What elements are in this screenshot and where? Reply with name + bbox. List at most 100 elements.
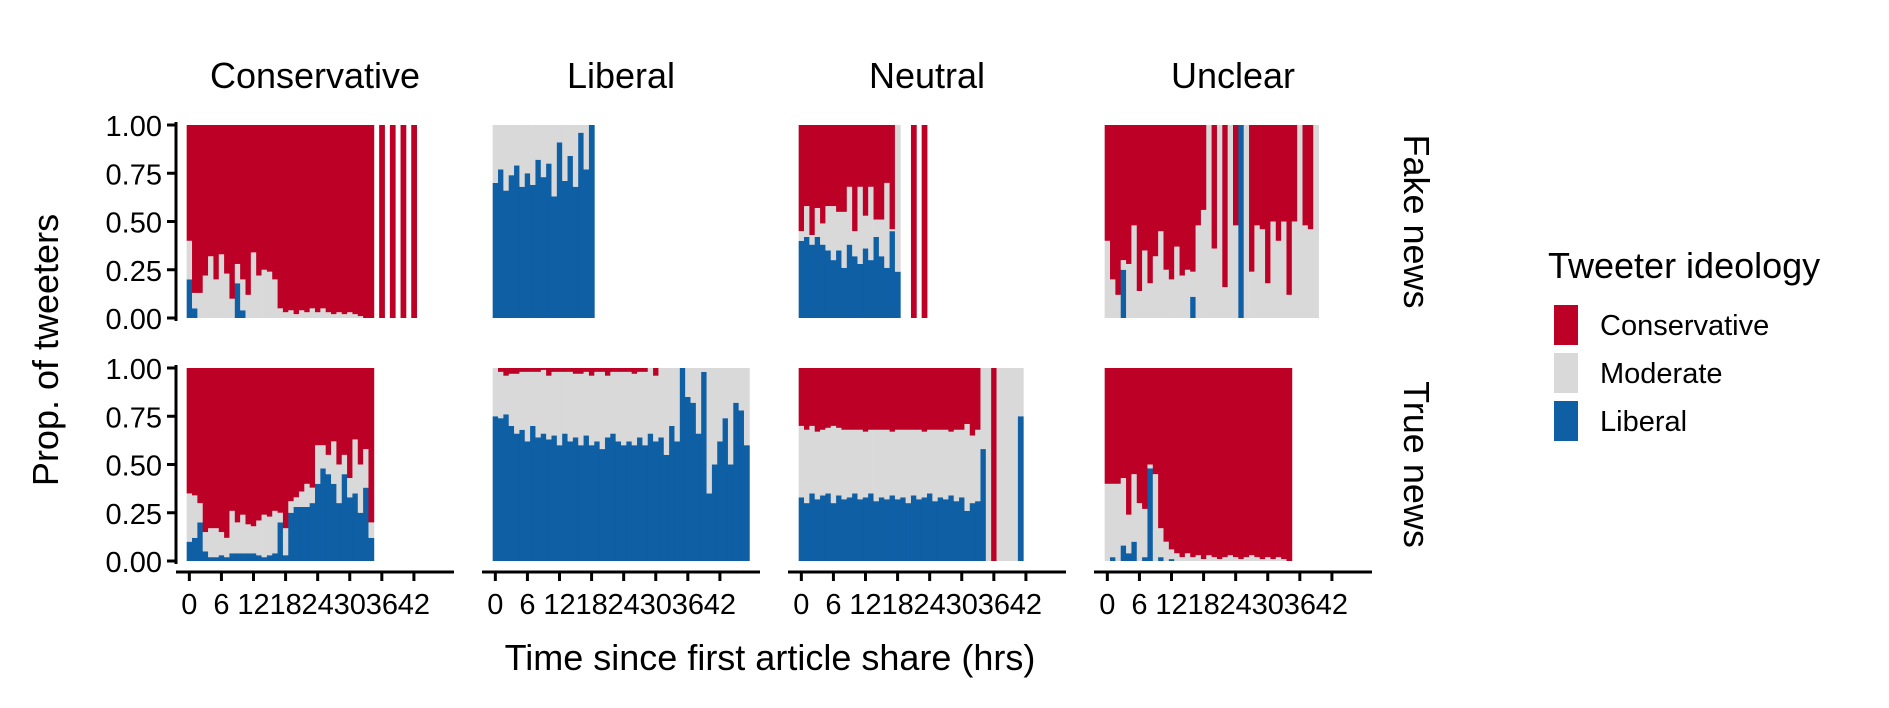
bar-conservative-segment [1174,125,1180,247]
bar-moderate-segment [519,371,526,430]
bar-moderate-segment [1104,240,1111,318]
bar-liberal-segment [315,483,321,561]
bar-moderate-segment [218,254,225,318]
bar-moderate-segment [1001,368,1008,561]
bar-moderate-segment [873,219,880,237]
bar-liberal-segment [937,497,944,561]
bar-conservative-segment [546,368,552,376]
bar-conservative-segment [610,368,617,372]
bar-moderate-segment [711,368,718,465]
y-tick-label: 0.50 [106,451,162,483]
bar-moderate-segment [921,431,928,498]
bar-liberal-segment [830,260,837,318]
x-axis-title: Time since first article share (hrs) [505,637,1036,678]
bar-moderate-segment [514,125,520,166]
bar-moderate-segment [1195,555,1202,561]
bar-liberal-segment [588,125,595,318]
bar-liberal-segment [540,177,547,318]
bar-conservative-segment [1126,125,1132,264]
bar-conservative-segment [1211,368,1218,558]
bar-liberal-segment [626,441,633,561]
bar-conservative-segment [197,125,204,293]
bar-conservative-segment [218,368,225,533]
bar-moderate-segment [266,516,273,556]
bar-conservative-segment [1302,125,1309,226]
bar-liberal-segment [1126,553,1132,561]
x-tick-label: 6 [213,589,229,621]
bar-moderate-segment [642,371,649,446]
bar-moderate-segment [192,292,198,309]
bar-conservative-segment [530,368,536,372]
y-tick-label: 0.25 [106,499,162,531]
bar-liberal-segment [261,557,268,561]
bar-conservative-segment [1249,125,1255,272]
bar-liberal-segment [804,503,810,561]
bar-moderate-segment [1243,557,1250,561]
bar-liberal-segment [363,487,369,561]
bar-conservative-segment [937,368,944,430]
bar-conservative-segment [878,125,885,220]
bar-conservative-segment [615,368,622,372]
bar-moderate-segment [733,368,740,403]
bar-moderate-segment [202,275,209,318]
bar-liberal-segment [588,445,595,561]
bar-liberal-segment [572,437,579,561]
bar-conservative-segment [852,368,858,430]
bar-liberal-segment [921,497,928,561]
bar-liberal-segment [852,493,858,561]
bar-conservative-segment [245,125,252,295]
bar-conservative-segment [1249,368,1255,556]
bar-liberal-segment [905,503,912,561]
bar-conservative-segment [809,368,816,426]
bar-moderate-segment [1174,553,1180,561]
bar-liberal-segment [706,493,713,561]
bar-moderate-segment [256,275,262,318]
bar-conservative-segment [325,125,332,313]
bar-liberal-segment [540,433,547,561]
bar-conservative-segment [991,368,997,561]
bar-moderate-segment [546,125,552,164]
bar-conservative-segment [1104,125,1111,241]
bar-moderate-segment [234,263,241,284]
bar-liberal-segment [964,510,971,561]
bar-conservative-segment [266,368,273,517]
bar-liberal-segment [916,499,923,561]
bar-conservative-segment [604,368,611,376]
bar-moderate-segment [567,125,574,156]
bar-conservative-segment [943,368,949,430]
x-tick-label: 36 [1284,589,1316,621]
bar-liberal-segment [1147,468,1154,561]
bar-conservative-segment [1163,368,1170,542]
bar-conservative-segment [862,368,869,432]
bar-liberal-segment [814,499,821,561]
bar-moderate-segment [1120,260,1127,270]
bar-liberal-segment [669,425,675,561]
bar-moderate-segment [186,240,193,280]
bar-conservative-segment [599,368,606,372]
bar-liberal-segment [615,441,622,561]
bar-liberal-segment [798,497,805,561]
bar-moderate-segment [647,368,654,434]
bar-liberal-segment [1190,296,1196,318]
bar-moderate-segment [948,431,955,496]
bar-conservative-segment [1115,125,1122,295]
bar-moderate-segment [572,373,579,438]
bar-moderate-segment [889,229,896,232]
bar-moderate-segment [820,429,826,496]
bar-moderate-segment [1281,221,1287,318]
bar-conservative-segment [1291,125,1298,222]
bar-liberal-segment [503,190,510,318]
x-axis-liberal: 0 6 12 18 24 30 36 42 [482,570,760,621]
bar-conservative-segment [508,368,515,374]
bar-conservative-segment [1200,125,1207,210]
bar-conservative-segment [1200,368,1207,560]
panel-liberal-fake-news [492,125,595,318]
bar-moderate-segment [1190,557,1196,561]
bar-conservative-segment [192,125,198,293]
bar-conservative-segment [186,368,193,494]
bar-moderate-segment [975,429,981,502]
bar-moderate-segment [556,371,563,446]
bar-conservative-segment [1131,368,1138,475]
bar-conservative-segment [1307,125,1314,230]
bar-moderate-segment [562,125,568,181]
